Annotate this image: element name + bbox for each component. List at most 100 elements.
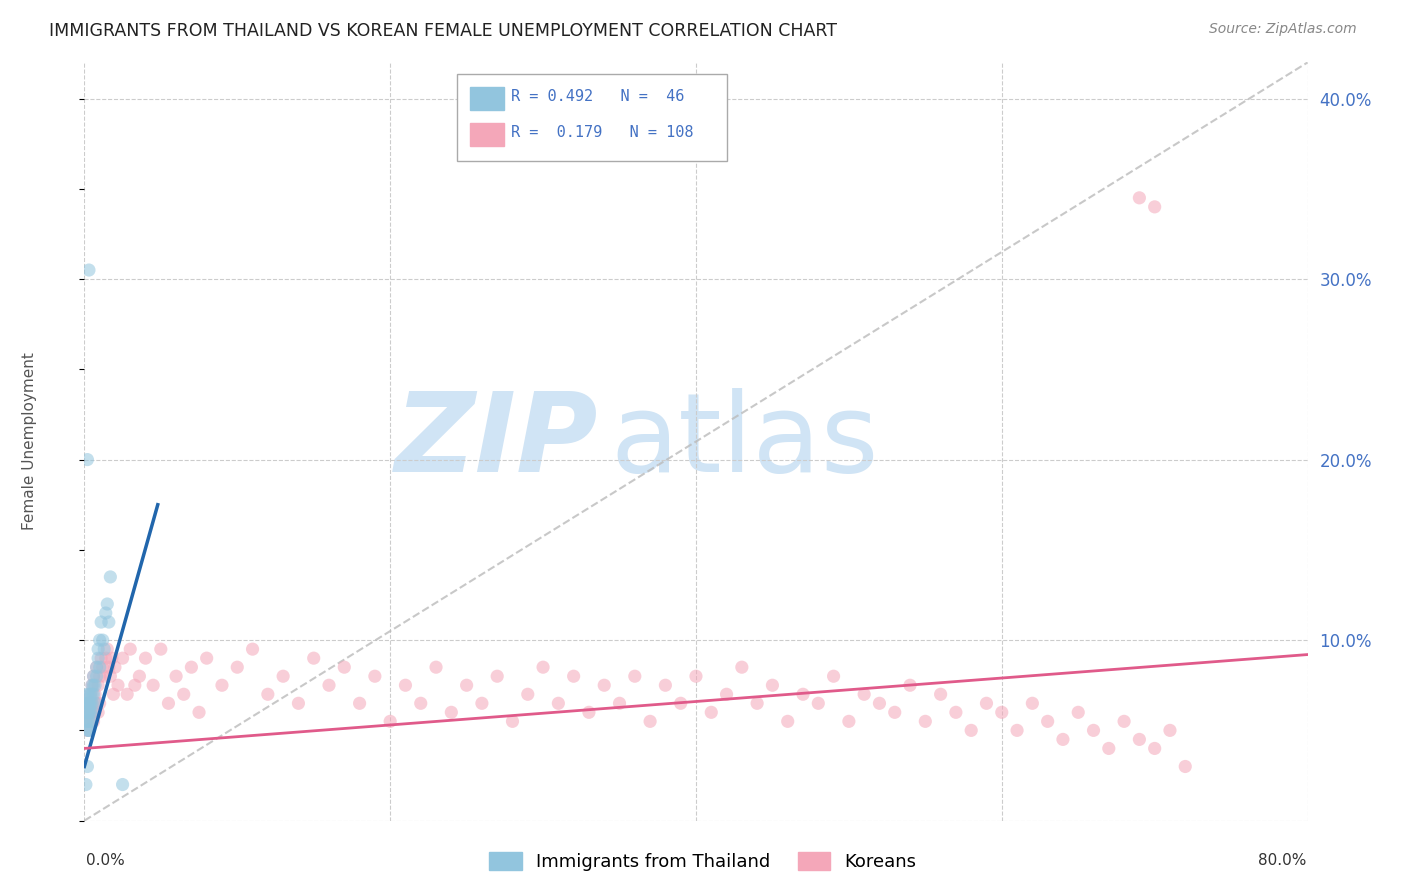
Point [1159,723,1181,738]
Point [1021,696,1043,710]
Point [76,723,98,738]
Point [914,714,936,729]
Point [578,706,600,720]
Point [898,678,921,692]
Point [89,660,111,674]
Point [1174,759,1197,773]
Point [96,597,118,611]
Point [333,660,356,674]
Point [90,615,112,629]
Point [945,706,967,720]
Point [124,678,146,692]
Point [79,687,101,701]
Text: 80.0%: 80.0% [1258,853,1306,868]
Point [77,714,100,729]
Point [76,723,98,738]
Point [79,696,101,710]
Point [838,714,860,729]
Point [792,687,814,701]
Point [287,696,309,710]
Point [80,706,103,720]
Point [89,696,111,710]
Point [1005,723,1028,738]
Point [502,714,524,729]
Point [242,642,264,657]
Point [440,706,463,720]
Point [89,669,111,683]
Bar [470,87,503,111]
Point [188,706,211,720]
Point [318,678,340,692]
Point [75,714,97,729]
Point [87,706,110,720]
Point [86,660,108,674]
Point [91,633,114,648]
Point [75,714,97,729]
Point [87,651,110,665]
Point [77,263,100,277]
Point [991,706,1014,720]
Text: IMMIGRANTS FROM THAILAND VS KOREAN FEMALE UNEMPLOYMENT CORRELATION CHART: IMMIGRANTS FROM THAILAND VS KOREAN FEMAL… [49,22,837,40]
Point [77,696,100,710]
Point [471,696,494,710]
Point [83,669,105,683]
Point [76,706,98,720]
Point [94,606,117,620]
Point [960,723,983,738]
Text: Source: ZipAtlas.com: Source: ZipAtlas.com [1209,22,1357,37]
Point [135,651,157,665]
Point [807,696,830,710]
Point [211,678,233,692]
Point [1128,732,1150,747]
Point [111,778,134,792]
Text: ZIP: ZIP [395,388,598,495]
Point [1052,732,1074,747]
Point [96,642,118,657]
Point [1143,200,1166,214]
Point [80,696,103,710]
Bar [470,123,503,145]
Point [731,660,754,674]
Point [77,706,100,720]
Point [90,651,112,665]
Point [638,714,661,729]
Point [101,651,124,665]
Point [76,706,98,720]
Point [76,452,98,467]
Point [700,706,723,720]
Point [87,642,110,657]
Point [531,660,554,674]
Point [87,678,110,692]
Point [1143,741,1166,756]
Point [76,696,98,710]
Point [76,687,98,701]
Point [456,678,478,692]
Point [1128,191,1150,205]
Point [76,759,98,773]
Point [103,687,125,701]
Point [84,678,107,692]
Point [364,669,387,683]
Point [271,669,294,683]
Point [609,696,631,710]
Text: R =  0.179   N = 108: R = 0.179 N = 108 [512,125,693,140]
Point [80,696,103,710]
Point [77,696,100,710]
Point [149,642,172,657]
Point [115,687,138,701]
Point [1098,741,1121,756]
Point [89,633,111,648]
Point [1114,714,1136,729]
Point [86,696,108,710]
Point [77,714,100,729]
Point [1036,714,1059,729]
Point [180,660,202,674]
Point [869,696,891,710]
Point [929,687,952,701]
Point [761,678,783,692]
Point [75,696,97,710]
Point [79,687,101,701]
Point [624,669,647,683]
Point [120,642,142,657]
Point [257,687,280,701]
